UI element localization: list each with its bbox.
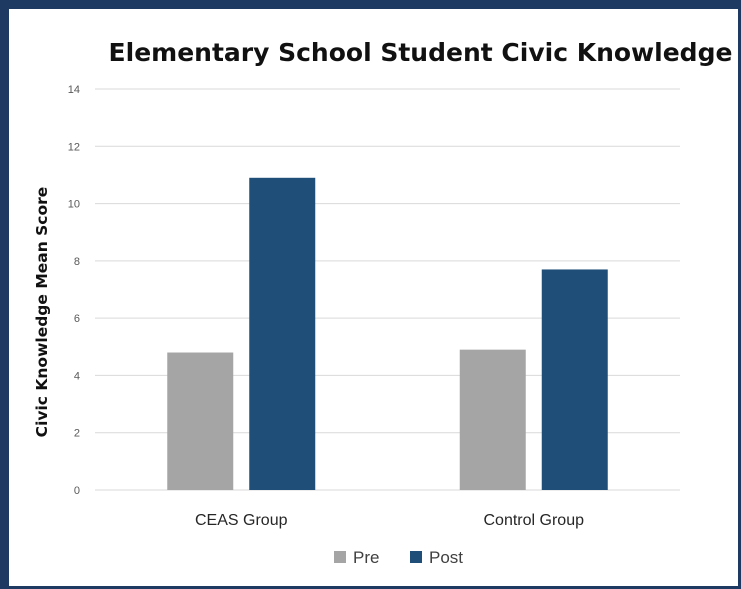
y-tick-label: 4 — [74, 370, 80, 382]
bar-post-control-group — [541, 269, 608, 490]
y-axis-label: Civic Knowledge Mean Score — [33, 187, 51, 438]
y-tick-label: 12 — [68, 141, 80, 153]
y-tick-label: 10 — [68, 199, 80, 211]
bar-pre-ceas-group — [167, 352, 234, 490]
legend-swatch-post — [410, 551, 422, 563]
y-tick-label: 8 — [74, 256, 80, 268]
x-axis-categories: CEAS Group Control Group — [195, 512, 584, 529]
y-tick-label: 2 — [74, 428, 80, 440]
legend-label-pre: Pre — [353, 548, 379, 567]
x-category-label: Control Group — [484, 512, 585, 529]
legend-label-post: Post — [429, 548, 463, 567]
bar-pre-control-group — [459, 349, 526, 490]
x-category-label: CEAS Group — [195, 512, 288, 529]
legend-swatch-pre — [334, 551, 346, 563]
y-tick-label: 14 — [68, 84, 80, 96]
bars — [167, 177, 608, 491]
y-tick-label: 0 — [74, 485, 80, 497]
y-tick-label: 6 — [74, 313, 80, 325]
chart-title: Elementary School Student Civic Knowledg… — [108, 38, 733, 67]
bar-post-ceas-group — [249, 177, 316, 491]
y-axis-ticks: 0 2 4 6 8 10 12 14 — [68, 84, 80, 497]
legend: Pre Post — [334, 548, 463, 567]
